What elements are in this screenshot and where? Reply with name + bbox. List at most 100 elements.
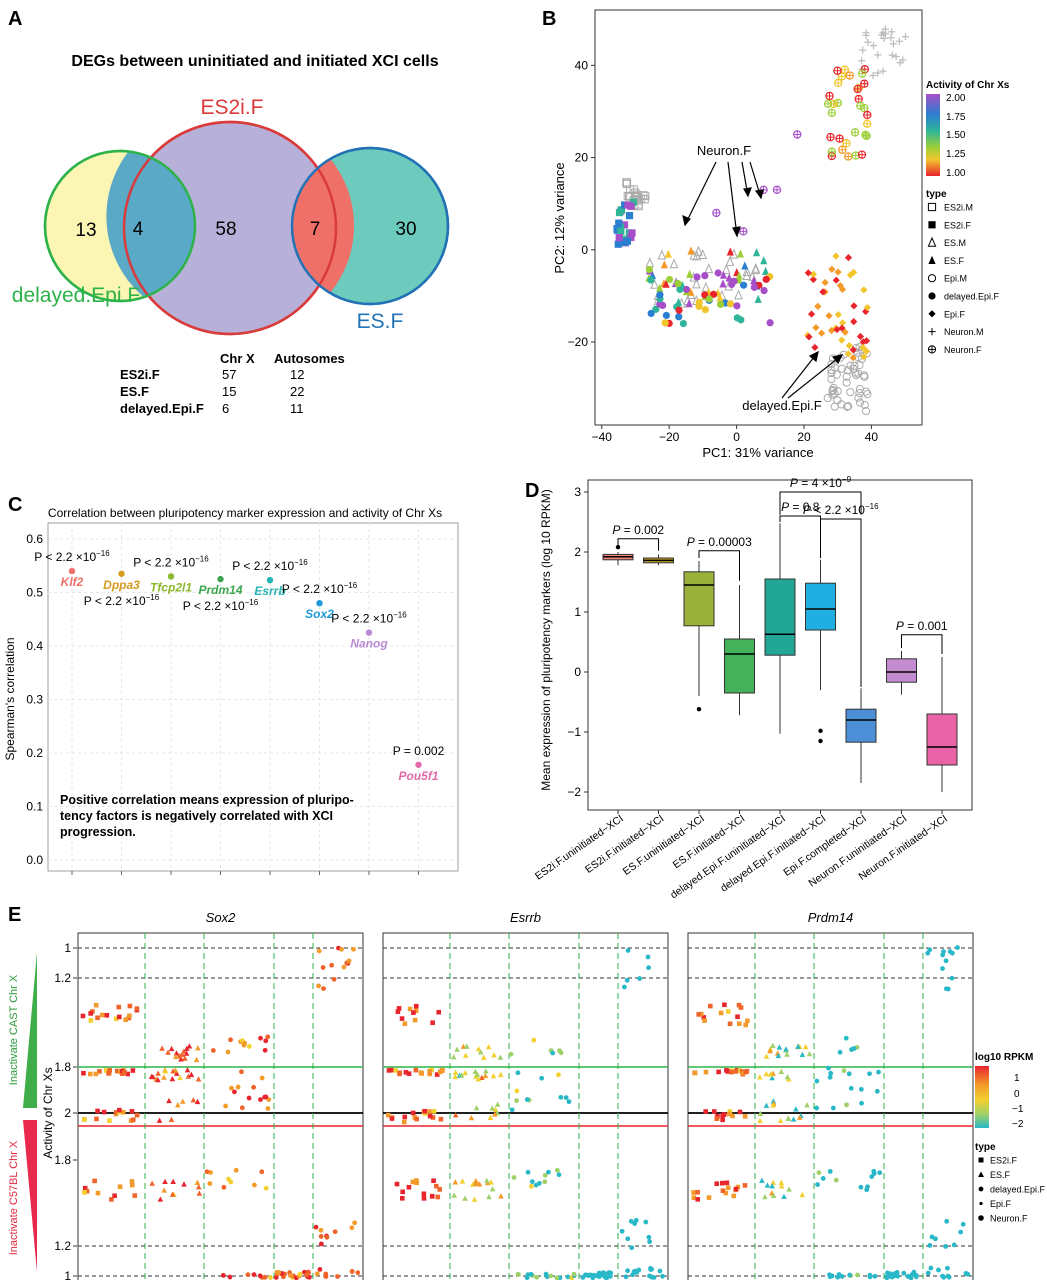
e-point xyxy=(874,1088,880,1094)
e-point xyxy=(933,1236,938,1242)
pca-point xyxy=(659,301,667,309)
e-point xyxy=(784,1074,791,1080)
pca-point xyxy=(752,248,761,257)
e-point xyxy=(265,1034,271,1040)
e-point xyxy=(571,1271,577,1277)
e-point xyxy=(646,1234,652,1240)
e-point xyxy=(736,1002,742,1008)
e-point xyxy=(93,1071,99,1077)
corr-pvalue: P < 2.2 ×10−16 xyxy=(331,611,407,626)
pca-point xyxy=(733,302,741,310)
e-point xyxy=(867,1071,872,1077)
e-point xyxy=(397,1070,402,1076)
e-point xyxy=(400,1195,405,1201)
pca-point xyxy=(709,290,718,298)
venn-title: DEGs between uninitiated and initiated X… xyxy=(71,53,438,70)
e-point xyxy=(720,1117,725,1123)
e-point xyxy=(252,1182,257,1188)
e-point xyxy=(155,1070,161,1076)
box-ytick-label: 0 xyxy=(574,665,581,679)
box-bracket-label: P < 2.2 ×10−16 xyxy=(803,502,879,517)
pca-point xyxy=(615,233,623,242)
pca-point xyxy=(701,306,709,314)
e-legend-tick: 1 xyxy=(1014,1073,1020,1084)
e-point xyxy=(403,1070,409,1075)
e-facet-title: Sox2 xyxy=(206,910,236,925)
e-point xyxy=(184,1067,191,1073)
e-point xyxy=(767,1071,774,1077)
e-facets: Sox2ES2i.FES.Fdelayed.Epi.FEpi.FNeuron.F… xyxy=(77,910,974,1280)
e-point xyxy=(864,1187,870,1193)
e-point xyxy=(462,1052,469,1058)
panel-letter-e: E xyxy=(8,904,22,926)
e-point xyxy=(95,1190,101,1196)
e-point xyxy=(715,1113,720,1119)
pca-point xyxy=(849,364,858,373)
e-point xyxy=(106,1071,111,1076)
e-point xyxy=(695,1189,700,1195)
e-point xyxy=(332,1229,338,1235)
e-point xyxy=(355,1270,361,1276)
pca-point xyxy=(828,265,836,273)
pca-point xyxy=(662,311,670,320)
pca-point xyxy=(850,302,858,310)
e-point xyxy=(190,1097,197,1103)
e-point xyxy=(558,1094,564,1100)
e-point xyxy=(778,1179,785,1185)
corr-note-line: tency factors is negatively correlated w… xyxy=(60,809,334,823)
corr-gene-label: Pou5f1 xyxy=(398,769,438,783)
e-point xyxy=(316,983,321,989)
e-point xyxy=(157,1196,164,1202)
e-point xyxy=(183,1050,190,1056)
e-point xyxy=(177,1074,183,1081)
pca-ylabel: PC2: 12% variance xyxy=(552,162,567,273)
e-point xyxy=(901,1270,907,1276)
e-point xyxy=(725,1185,731,1190)
e-point xyxy=(304,1272,310,1278)
e-point xyxy=(885,1270,890,1276)
e-point xyxy=(833,1177,839,1183)
pca-point xyxy=(674,279,682,288)
e-point xyxy=(785,1115,792,1121)
e-point xyxy=(936,1267,941,1273)
box-body xyxy=(764,578,796,656)
e-point xyxy=(565,1274,571,1280)
e-point xyxy=(435,1194,441,1200)
e-point xyxy=(437,1069,443,1075)
e-point xyxy=(691,1190,696,1195)
e-point xyxy=(958,1229,964,1235)
corr-gene-label: Prdm14 xyxy=(198,583,242,597)
e-point xyxy=(726,1111,732,1117)
e-point xyxy=(743,1022,748,1028)
e-point xyxy=(179,1098,186,1104)
e-point xyxy=(437,1187,442,1192)
e-point xyxy=(836,1272,842,1277)
e-point xyxy=(452,1112,459,1118)
e-yticks: 1 1.2 1.8 2 1.8 1.2 1 xyxy=(54,941,77,1280)
e-point xyxy=(806,1050,813,1057)
corr-note: Positive correlation means expression of… xyxy=(60,792,354,840)
corr-ytick: 0.5 xyxy=(26,586,43,600)
corr-ytick: 0.0 xyxy=(26,853,43,867)
corr-ticks: 0.0 0.1 0.2 0.3 0.4 0.5 0.6 xyxy=(26,532,419,875)
pca-point xyxy=(821,278,829,287)
e-point xyxy=(225,1049,231,1055)
e-point xyxy=(318,1241,324,1247)
venn-diagram: DEGs between uninitiated and initiated X… xyxy=(12,53,450,336)
e-point xyxy=(827,1074,833,1080)
e-point xyxy=(497,1071,504,1078)
e-point xyxy=(186,1043,193,1049)
corr-ylabel: Spearman's correlation xyxy=(3,637,17,760)
pca-xtick-label: 40 xyxy=(865,430,879,444)
e-point xyxy=(764,1182,771,1188)
corr-gene-label: Nanog xyxy=(350,637,388,651)
e-point xyxy=(430,1115,436,1120)
e-point xyxy=(757,1110,764,1116)
pca-plot-frame xyxy=(594,9,923,426)
e-point xyxy=(229,1085,234,1091)
pca-point xyxy=(629,185,638,194)
corr-grid xyxy=(48,523,458,871)
e-point xyxy=(524,1097,530,1102)
e-type-marker xyxy=(978,1186,984,1192)
e-point xyxy=(318,1234,324,1239)
